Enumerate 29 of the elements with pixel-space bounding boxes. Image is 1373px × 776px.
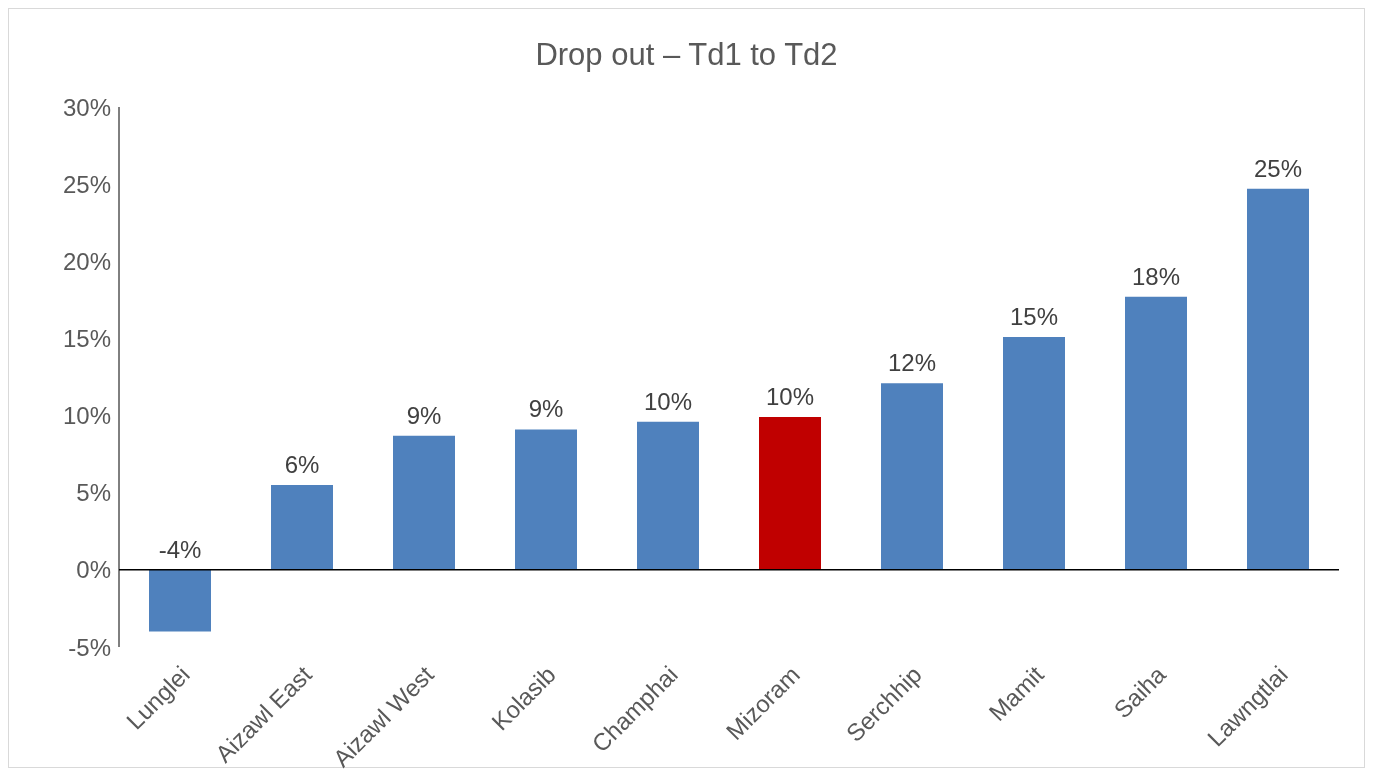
y-tick-label: 25% (62, 170, 111, 198)
y-tick-label: 0% (76, 556, 111, 584)
bar (1125, 296, 1187, 570)
bar (515, 429, 577, 570)
bar (149, 569, 211, 632)
data-label: 12% (887, 349, 937, 377)
y-tick-label: 30% (62, 93, 111, 121)
data-label: -4% (158, 535, 202, 563)
bar (637, 421, 699, 570)
data-label: 18% (1131, 262, 1181, 290)
y-tick-label: 10% (62, 402, 111, 430)
y-tick-label: 20% (62, 247, 111, 275)
bar (1003, 336, 1065, 570)
data-label: 25% (1253, 154, 1303, 182)
y-tick-label: -5% (68, 633, 111, 661)
data-label: 9% (528, 395, 564, 423)
bar (881, 383, 943, 570)
bar (393, 435, 455, 570)
data-label: 9% (406, 401, 442, 429)
y-tick-label: 15% (62, 324, 111, 352)
data-label: 15% (1009, 302, 1059, 330)
y-tick-label: 5% (76, 479, 111, 507)
bar (1247, 188, 1309, 570)
data-label: 6% (284, 451, 320, 478)
bar (759, 417, 821, 570)
chart-title: Drop out – Td1 to Td2 (534, 36, 839, 74)
data-label: 10% (765, 383, 815, 411)
bar (271, 485, 333, 570)
data-label: 10% (643, 387, 693, 415)
